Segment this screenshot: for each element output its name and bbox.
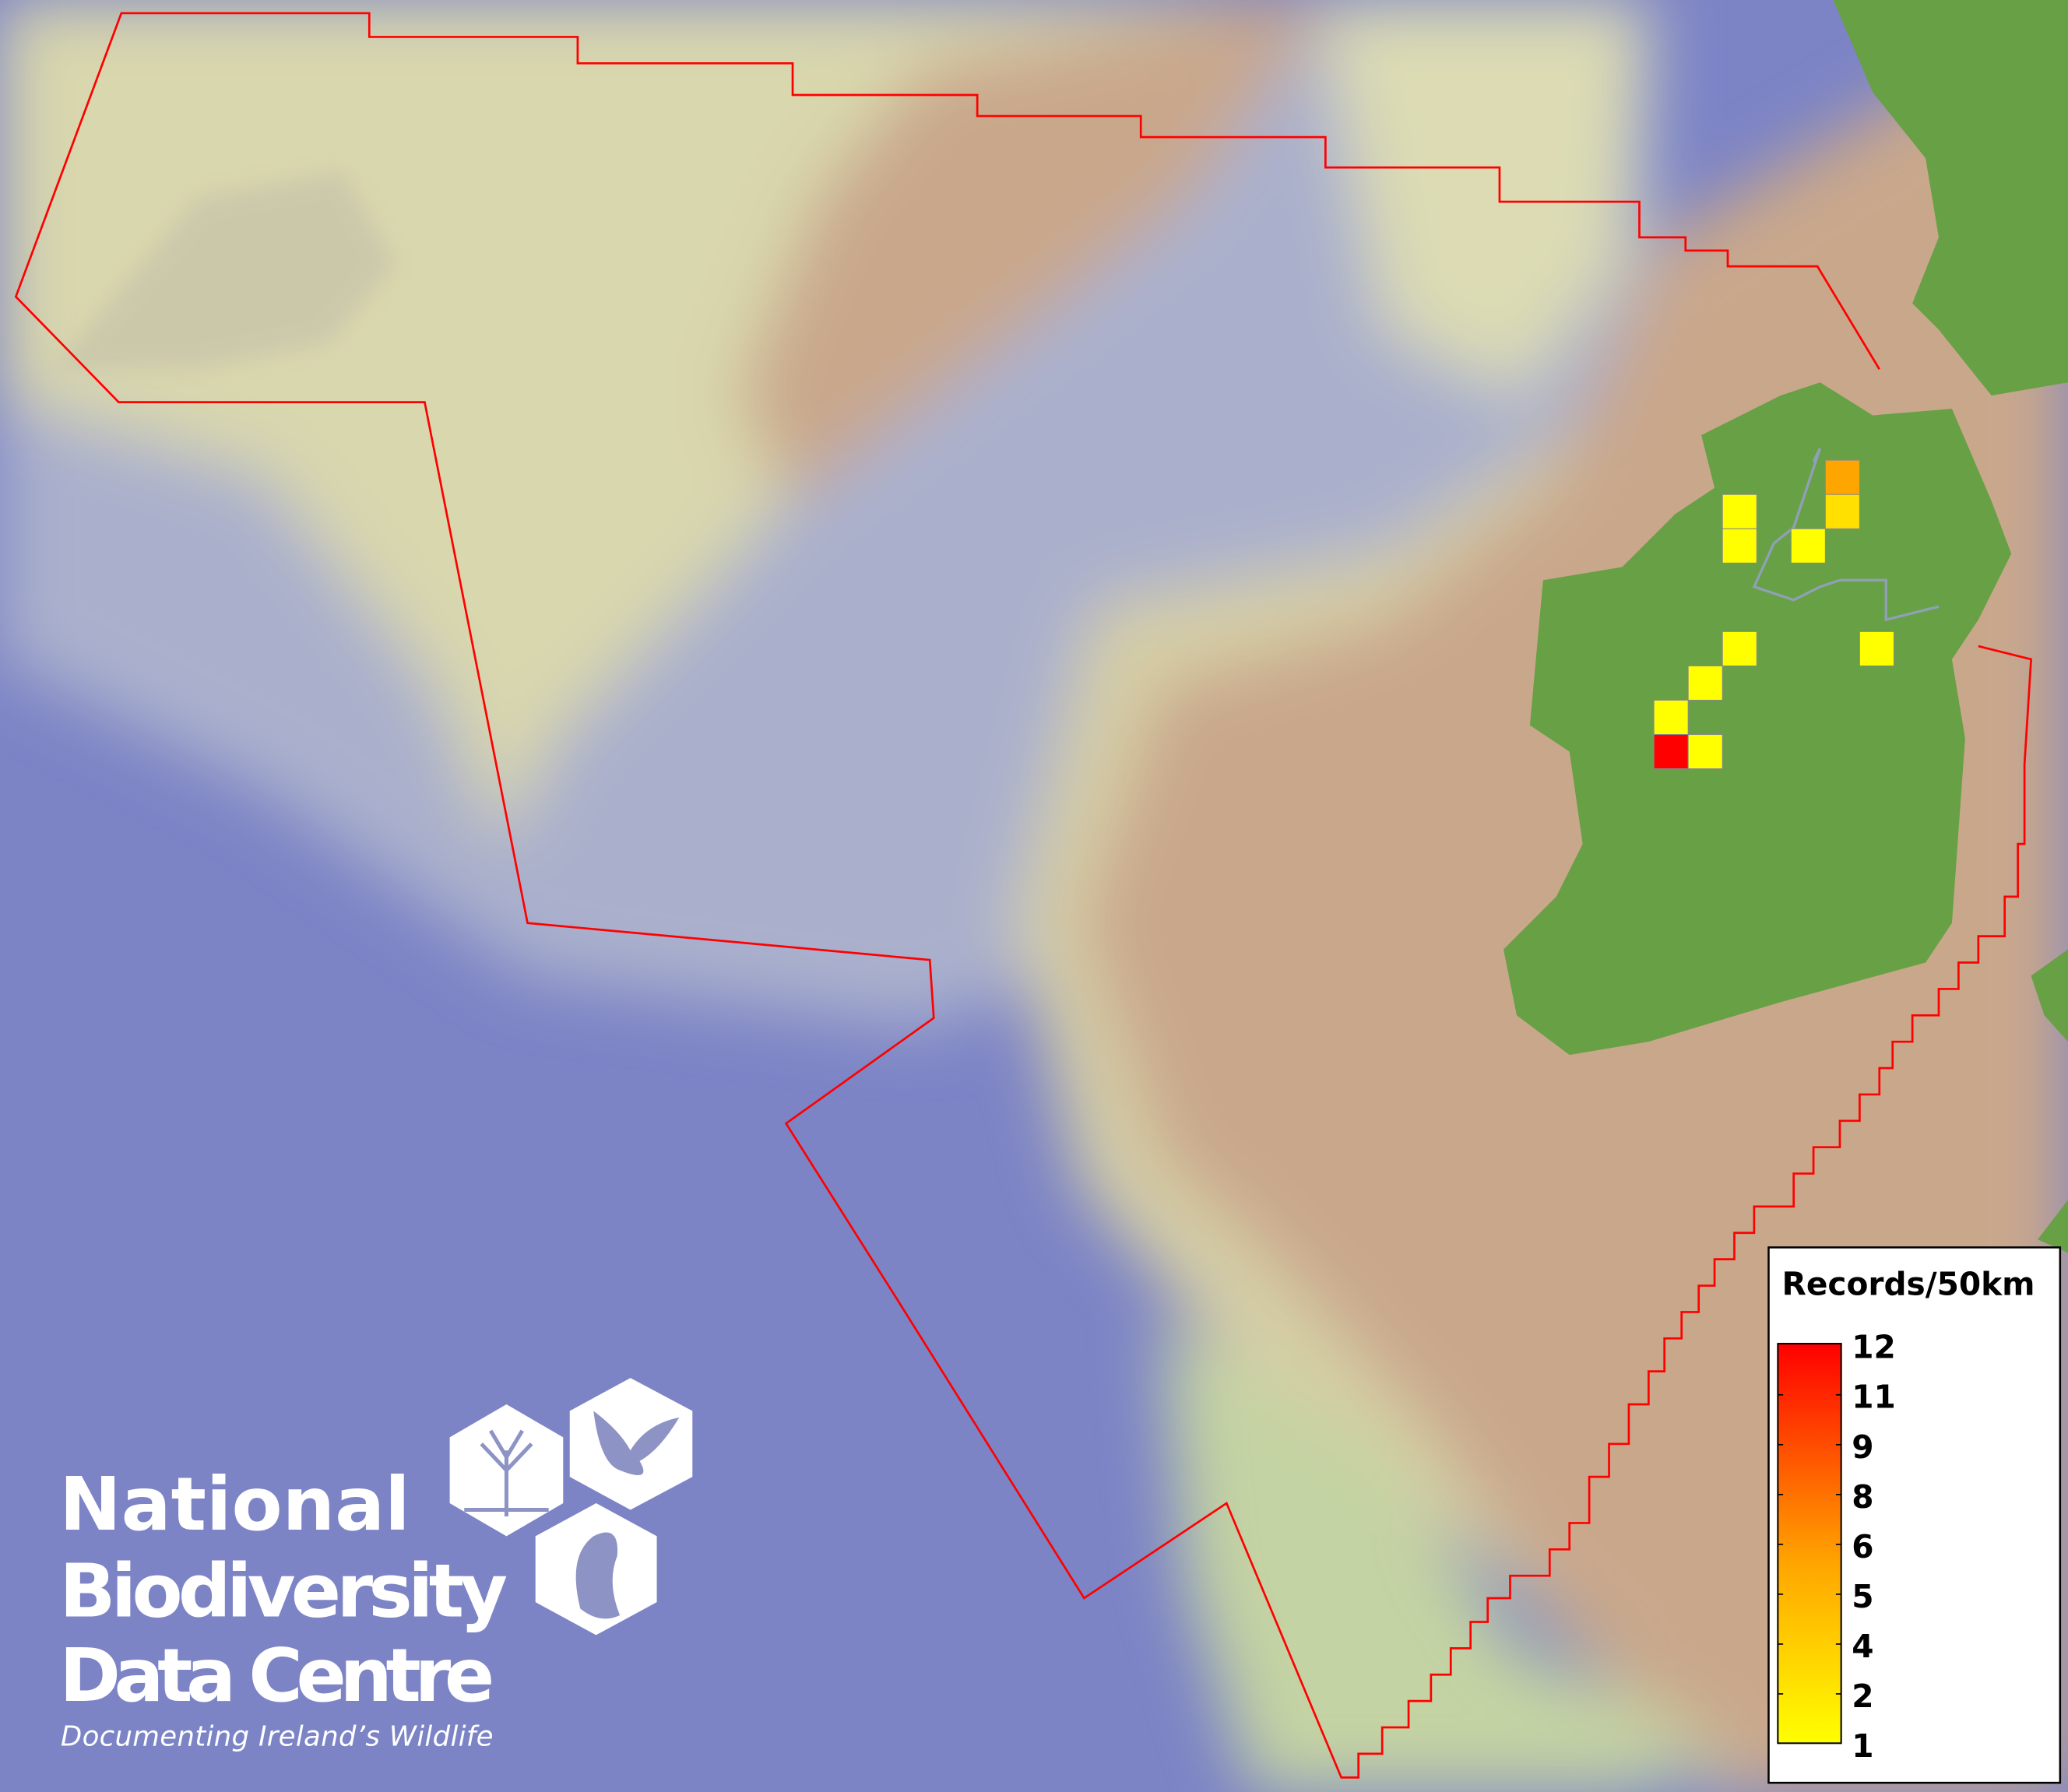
legend-label: 11: [1852, 1379, 1896, 1416]
grid-cell: [1859, 631, 1894, 666]
legend-title: Records/50km: [1782, 1265, 2035, 1302]
land: [1504, 0, 2068, 1253]
legend-label: 5: [1852, 1578, 1873, 1615]
legend-label: 1: [1852, 1727, 1873, 1765]
grid-cell: [1653, 733, 1689, 770]
grid-cell: [1722, 528, 1757, 564]
legend-label: 12: [1852, 1329, 1896, 1366]
cornwall: [2038, 1200, 2068, 1253]
legend-label: 8: [1852, 1478, 1873, 1516]
grid-cell: [1824, 459, 1860, 495]
logo-tagline: Documenting Ireland’s Wildlife: [61, 1721, 494, 1753]
wales: [2031, 949, 2068, 1042]
boundary-line: [14, 12, 2032, 1779]
logo-line-1: National: [59, 1462, 410, 1548]
seabed-relief: [52, 171, 396, 370]
grid-cell: [1790, 528, 1826, 564]
nbdc-logo: National Biodiversity Data Centre Docume…: [59, 1378, 693, 1753]
logo-line-3: Data Centre: [59, 1633, 494, 1719]
grid-cell: [1687, 665, 1723, 701]
ireland: [1504, 382, 2012, 1056]
legend-label: 6: [1852, 1528, 1873, 1565]
grid-cell: [1722, 631, 1757, 666]
grid-cell: [1687, 733, 1723, 770]
logo-line-2: Biodiversity: [59, 1549, 508, 1635]
legend-label: 9: [1852, 1428, 1873, 1466]
butterfly-hexagon-icon: [569, 1378, 693, 1510]
legend-color-bar: [1777, 1343, 1842, 1745]
records-grid: [1653, 459, 1894, 770]
grid-cell: [1653, 699, 1689, 736]
grid-cell: [1722, 494, 1757, 529]
scotland: [1833, 0, 2068, 396]
legend-label: 4: [1852, 1628, 1873, 1665]
legend: Records/50km 12 11 9 8 6 5 4 2 1: [1767, 1246, 2062, 1784]
border-line: [1752, 448, 1940, 622]
legend-label: 2: [1852, 1678, 1873, 1715]
grid-cell: [1824, 494, 1860, 529]
